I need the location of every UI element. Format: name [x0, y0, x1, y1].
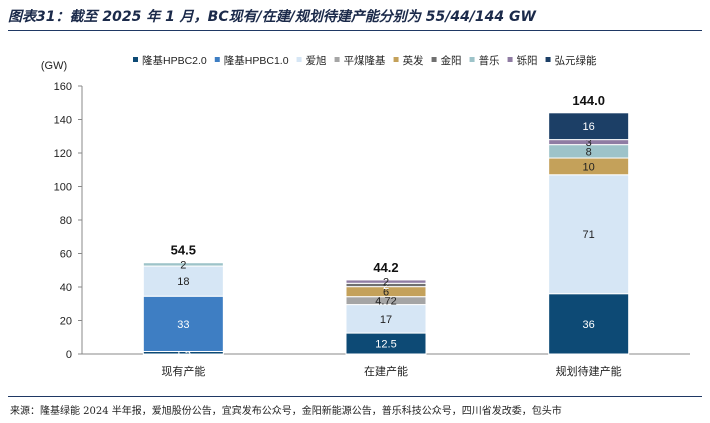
y-tick-label: 0 [66, 349, 72, 361]
data-label: 18 [177, 276, 189, 288]
legend: 隆基HPBC2.0 隆基HPBC1.0 爱旭 平煤隆基 英发 金阳 普乐 铄阳 弘元绿能 [133, 54, 597, 67]
legend-swatch [545, 57, 551, 62]
data-label: 2 [383, 277, 389, 289]
y-tick-label: 60 [60, 249, 72, 261]
data-label: 17 [380, 314, 392, 326]
x-tick-label: 规划待建产能 [556, 364, 622, 378]
data-label: 2 [180, 259, 186, 271]
bar-segment [345, 304, 427, 334]
legend-entry: 隆基HPBC2.0 [142, 54, 207, 67]
bar-segment [548, 293, 630, 355]
legend-entry: 英发 [403, 54, 424, 67]
legend-swatch [133, 57, 138, 62]
stacked-bar-chart: (GW) 隆基HPBC2.0 隆基HPBC1.0 爱旭 平煤隆基 英发 金阳 普乐 铄阳 弘元绿… [41, 54, 690, 378]
legend-swatch [296, 57, 302, 62]
y-axis-label: (GW) [41, 60, 67, 72]
data-label: 10 [583, 161, 595, 173]
y-tick-label: 160 [54, 81, 72, 93]
legend-swatch [507, 57, 513, 62]
bar-segment [345, 279, 427, 284]
total-label: 44.2 [373, 260, 398, 275]
legend-entry: 弘元绿能 [555, 54, 597, 67]
data-label: 71 [583, 229, 595, 241]
data-label: 3 [586, 137, 592, 149]
bar-segment [548, 174, 630, 295]
data-label: 2 [383, 280, 389, 292]
title-rule [8, 30, 702, 31]
total-label: 54.5 [171, 243, 196, 258]
legend-entry: 金阳 [441, 54, 462, 67]
data-label: 33 [177, 319, 189, 331]
chart-title: 图表31：截至 2025 年 1 月，BC现有/在建/规划待建产能分别为 55/… [8, 9, 536, 25]
x-tick-label: 现有产能 [161, 364, 205, 378]
legend-swatch [393, 57, 399, 62]
data-label: 8 [586, 146, 592, 158]
legend-swatch [214, 57, 220, 62]
y-tick-label: 140 [54, 115, 72, 127]
bar-segment [548, 112, 630, 141]
legend-entry: 普乐 [479, 54, 500, 67]
data-label: 12.5 [375, 339, 396, 351]
legend-swatch [469, 57, 475, 62]
y-tick-label: 20 [60, 316, 72, 328]
source-rule [8, 396, 702, 397]
y-tick-label: 80 [60, 215, 72, 227]
legend-swatch [334, 57, 340, 62]
bars: 1.53318254.5现有产能12.5174.7262244.2在建产能367… [142, 93, 630, 378]
data-label: 36 [583, 319, 595, 331]
bar-segment [142, 262, 224, 267]
data-label: 16 [583, 121, 595, 133]
y-tick-label: 40 [60, 282, 72, 294]
bar-segment [142, 295, 224, 352]
legend-entry: 爱旭 [306, 54, 327, 67]
y-tick-label: 120 [54, 148, 72, 160]
total-label: 144.0 [572, 93, 605, 108]
data-label: 4.72 [375, 296, 396, 308]
data-label: 6 [383, 287, 389, 299]
x-tick-label: 在建产能 [364, 364, 408, 378]
bar-segment [142, 265, 224, 297]
legend-entry: 隆基HPBC1.0 [224, 54, 289, 67]
legend-entry: 铄阳 [517, 54, 538, 67]
legend-swatch [431, 57, 437, 62]
source-note: 来源：隆基绿能 2024 半年报，爱旭股份公告，宜宾发布公众号，金阳新能源公告，… [10, 406, 562, 417]
y-tick-label: 100 [54, 182, 72, 194]
legend-entry: 平煤隆基 [344, 54, 386, 67]
